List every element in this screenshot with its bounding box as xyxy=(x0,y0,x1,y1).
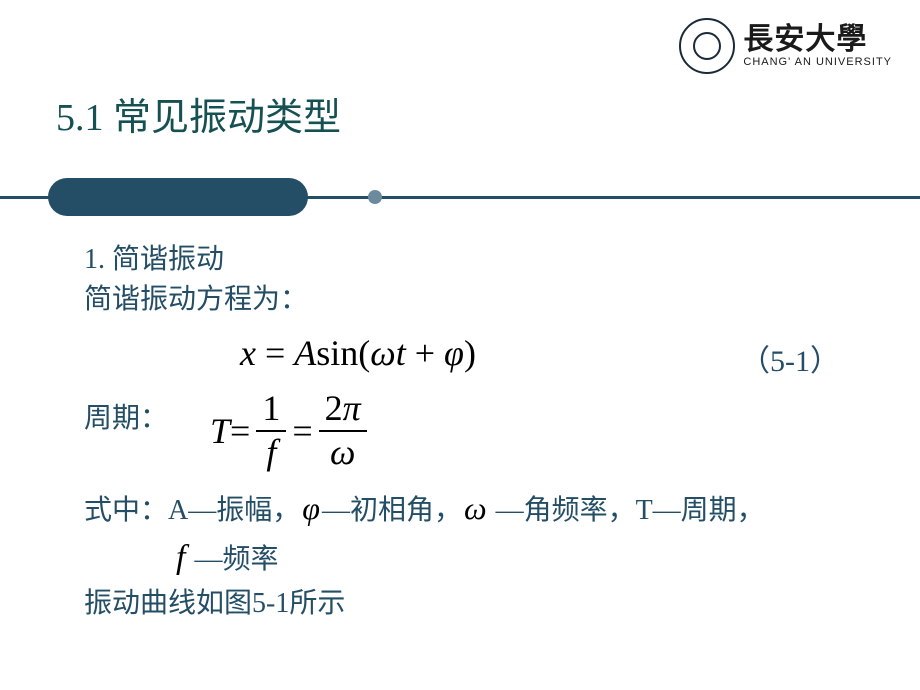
section-title: 5.1 常见振动类型 xyxy=(56,86,341,141)
def-phi-sym: φ xyxy=(300,490,322,526)
fraction-2: 2π ω xyxy=(319,390,367,472)
eq2-T: T xyxy=(210,410,230,452)
eq1-sin: sin( xyxy=(316,333,370,373)
eq1-t: t xyxy=(396,333,406,373)
eq1-omega: ω xyxy=(370,333,395,373)
def-omega-txt: —角频率，T—周期， xyxy=(489,495,765,526)
eq1-x: x xyxy=(240,333,256,373)
decorative-bar xyxy=(0,178,920,218)
period-label: 周期： xyxy=(84,396,168,436)
slide: 長安大學 CHANG' AN UNIVERSITY 5.1 常见振动类型 1. … xyxy=(0,0,920,690)
equation-2: T = 1 f = 2π ω xyxy=(210,390,373,472)
eq1-phi: φ xyxy=(444,333,464,373)
logo-text: 長安大學 CHANG' AN UNIVERSITY xyxy=(743,25,892,68)
bullet-1: 1. 简谐振动 xyxy=(84,240,308,280)
seal-icon xyxy=(679,18,735,74)
bar-dot-icon xyxy=(368,190,382,204)
eq1-plus: + xyxy=(406,333,444,373)
def-phi-txt: —初相角， xyxy=(322,495,462,526)
eq2-eq1: = xyxy=(230,410,250,452)
seal-inner-icon xyxy=(693,32,721,60)
university-logo: 長安大學 CHANG' AN UNIVERSITY xyxy=(679,18,892,74)
equation-number: （5-1） xyxy=(740,336,840,380)
last-line: 振动曲线如图5-1所示 xyxy=(84,583,765,625)
frac1-den: f xyxy=(260,434,282,472)
bar-pill xyxy=(48,178,308,216)
frac2-den: ω xyxy=(324,434,361,472)
frac2-num: 2π xyxy=(319,390,367,428)
eq1-close: ) xyxy=(464,333,476,373)
equation-1: x = Asin(ωt + φ) xyxy=(240,332,476,374)
line-2: 简谐振动方程为： xyxy=(84,280,308,320)
eq1-A: A xyxy=(294,333,316,373)
frac1-num: 1 xyxy=(256,390,286,428)
def-omega-sym: ω xyxy=(462,490,489,526)
def-A: A—振幅， xyxy=(168,495,300,526)
def-f-txt: —频率 xyxy=(187,544,278,575)
eq1-eq: = xyxy=(256,333,294,373)
body-text: 1. 简谐振动 简谐振动方程为： xyxy=(84,240,308,321)
logo-english: CHANG' AN UNIVERSITY xyxy=(743,57,892,68)
fraction-1: 1 f xyxy=(256,390,286,472)
logo-chinese: 長安大學 xyxy=(743,25,892,55)
def-line-1: 式中：A—振幅，φ—初相角，ω —角频率，T—周期， xyxy=(84,484,765,532)
definitions: 式中：A—振幅，φ—初相角，ω —角频率，T—周期， f —频率 振动曲线如图5… xyxy=(84,484,765,625)
def-f-sym: f xyxy=(174,539,187,576)
def-prefix: 式中： xyxy=(84,495,168,526)
def-line-2: f —频率 xyxy=(174,532,765,583)
eq2-eq2: = xyxy=(292,410,312,452)
